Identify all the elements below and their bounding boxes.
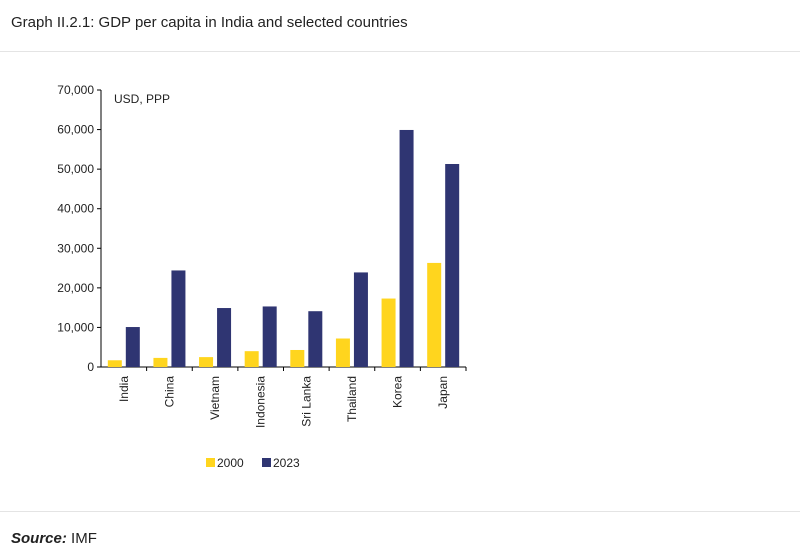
graph-title: Graph II.2.1: GDP per capita in India an…	[11, 14, 408, 31]
bar-korea-2000	[381, 298, 396, 367]
bar-sri-lanka-2000	[290, 349, 305, 367]
bar-china-2023	[171, 270, 186, 367]
y-tick-label: 60,000	[57, 123, 94, 137]
y-tick-label: 20,000	[57, 281, 94, 295]
y-tick-label: 70,000	[57, 83, 94, 97]
bar-china-2000	[153, 357, 168, 367]
legend-label-2000: 2000	[217, 456, 244, 470]
bar-vietnam-2000	[199, 357, 214, 367]
y-axis: 0 10,000 20,000 30,000 40,000 50,000 60,000 70,…	[57, 83, 102, 374]
bar-india-2000	[107, 360, 122, 367]
legend: 2000 2023	[206, 456, 300, 470]
legend-swatch-2000	[206, 458, 215, 467]
y-tick-label: 40,000	[57, 202, 94, 216]
legend-label-2023: 2023	[273, 456, 300, 470]
y-tick-label: 30,000	[57, 241, 94, 255]
bar-indonesia-2023	[262, 306, 277, 367]
bar-indonesia-2000	[244, 351, 259, 367]
x-tick-label: Korea	[391, 376, 405, 408]
bar-vietnam-2023	[217, 308, 232, 367]
bar-india-2023	[125, 327, 140, 367]
y-ticks: 0 10,000 20,000 30,000 40,000 50,000 60,000 70,…	[57, 83, 101, 374]
x-tick-label: Indonesia	[254, 376, 268, 428]
bar-korea-2023	[399, 129, 414, 367]
source-label: Source:	[11, 530, 67, 547]
x-ticks: India China Vietnam Indonesia Sri Lanka Thail…	[117, 367, 467, 428]
bar-thailand-2023	[353, 272, 368, 367]
x-tick-label: China	[162, 376, 176, 408]
bar-japan-2023	[445, 163, 460, 367]
unit-label: USD, PPP	[114, 92, 170, 106]
y-tick-label: 10,000	[57, 320, 94, 334]
x-tick-label: Vietnam	[208, 376, 222, 420]
x-tick-label: India	[117, 376, 131, 402]
x-tick-label: Sri Lanka	[299, 376, 313, 427]
bar-thailand-2000	[335, 338, 350, 367]
bar-japan-2000	[427, 262, 442, 367]
legend-swatch-2023	[262, 458, 271, 467]
gdp-bar-chart: 0 10,000 20,000 30,000 40,000 50,000 60,000 70,…	[57, 83, 467, 470]
bar-sri-lanka-2023	[308, 311, 323, 367]
x-tick-label: Thailand	[345, 376, 359, 422]
y-tick-label: 50,000	[57, 162, 94, 176]
graph-header: Graph II.2.1: GDP per capita in India an…	[0, 0, 800, 52]
x-tick-label: Japan	[436, 376, 450, 409]
y-tick-label: 0	[87, 360, 94, 374]
bars	[107, 129, 460, 367]
source-note: Source: IMF	[11, 530, 97, 547]
source-value: IMF	[71, 530, 97, 547]
x-axis: India China Vietnam Indonesia Sri Lanka Thail…	[101, 366, 467, 428]
graph-footer: Source: IMF	[0, 511, 800, 558]
